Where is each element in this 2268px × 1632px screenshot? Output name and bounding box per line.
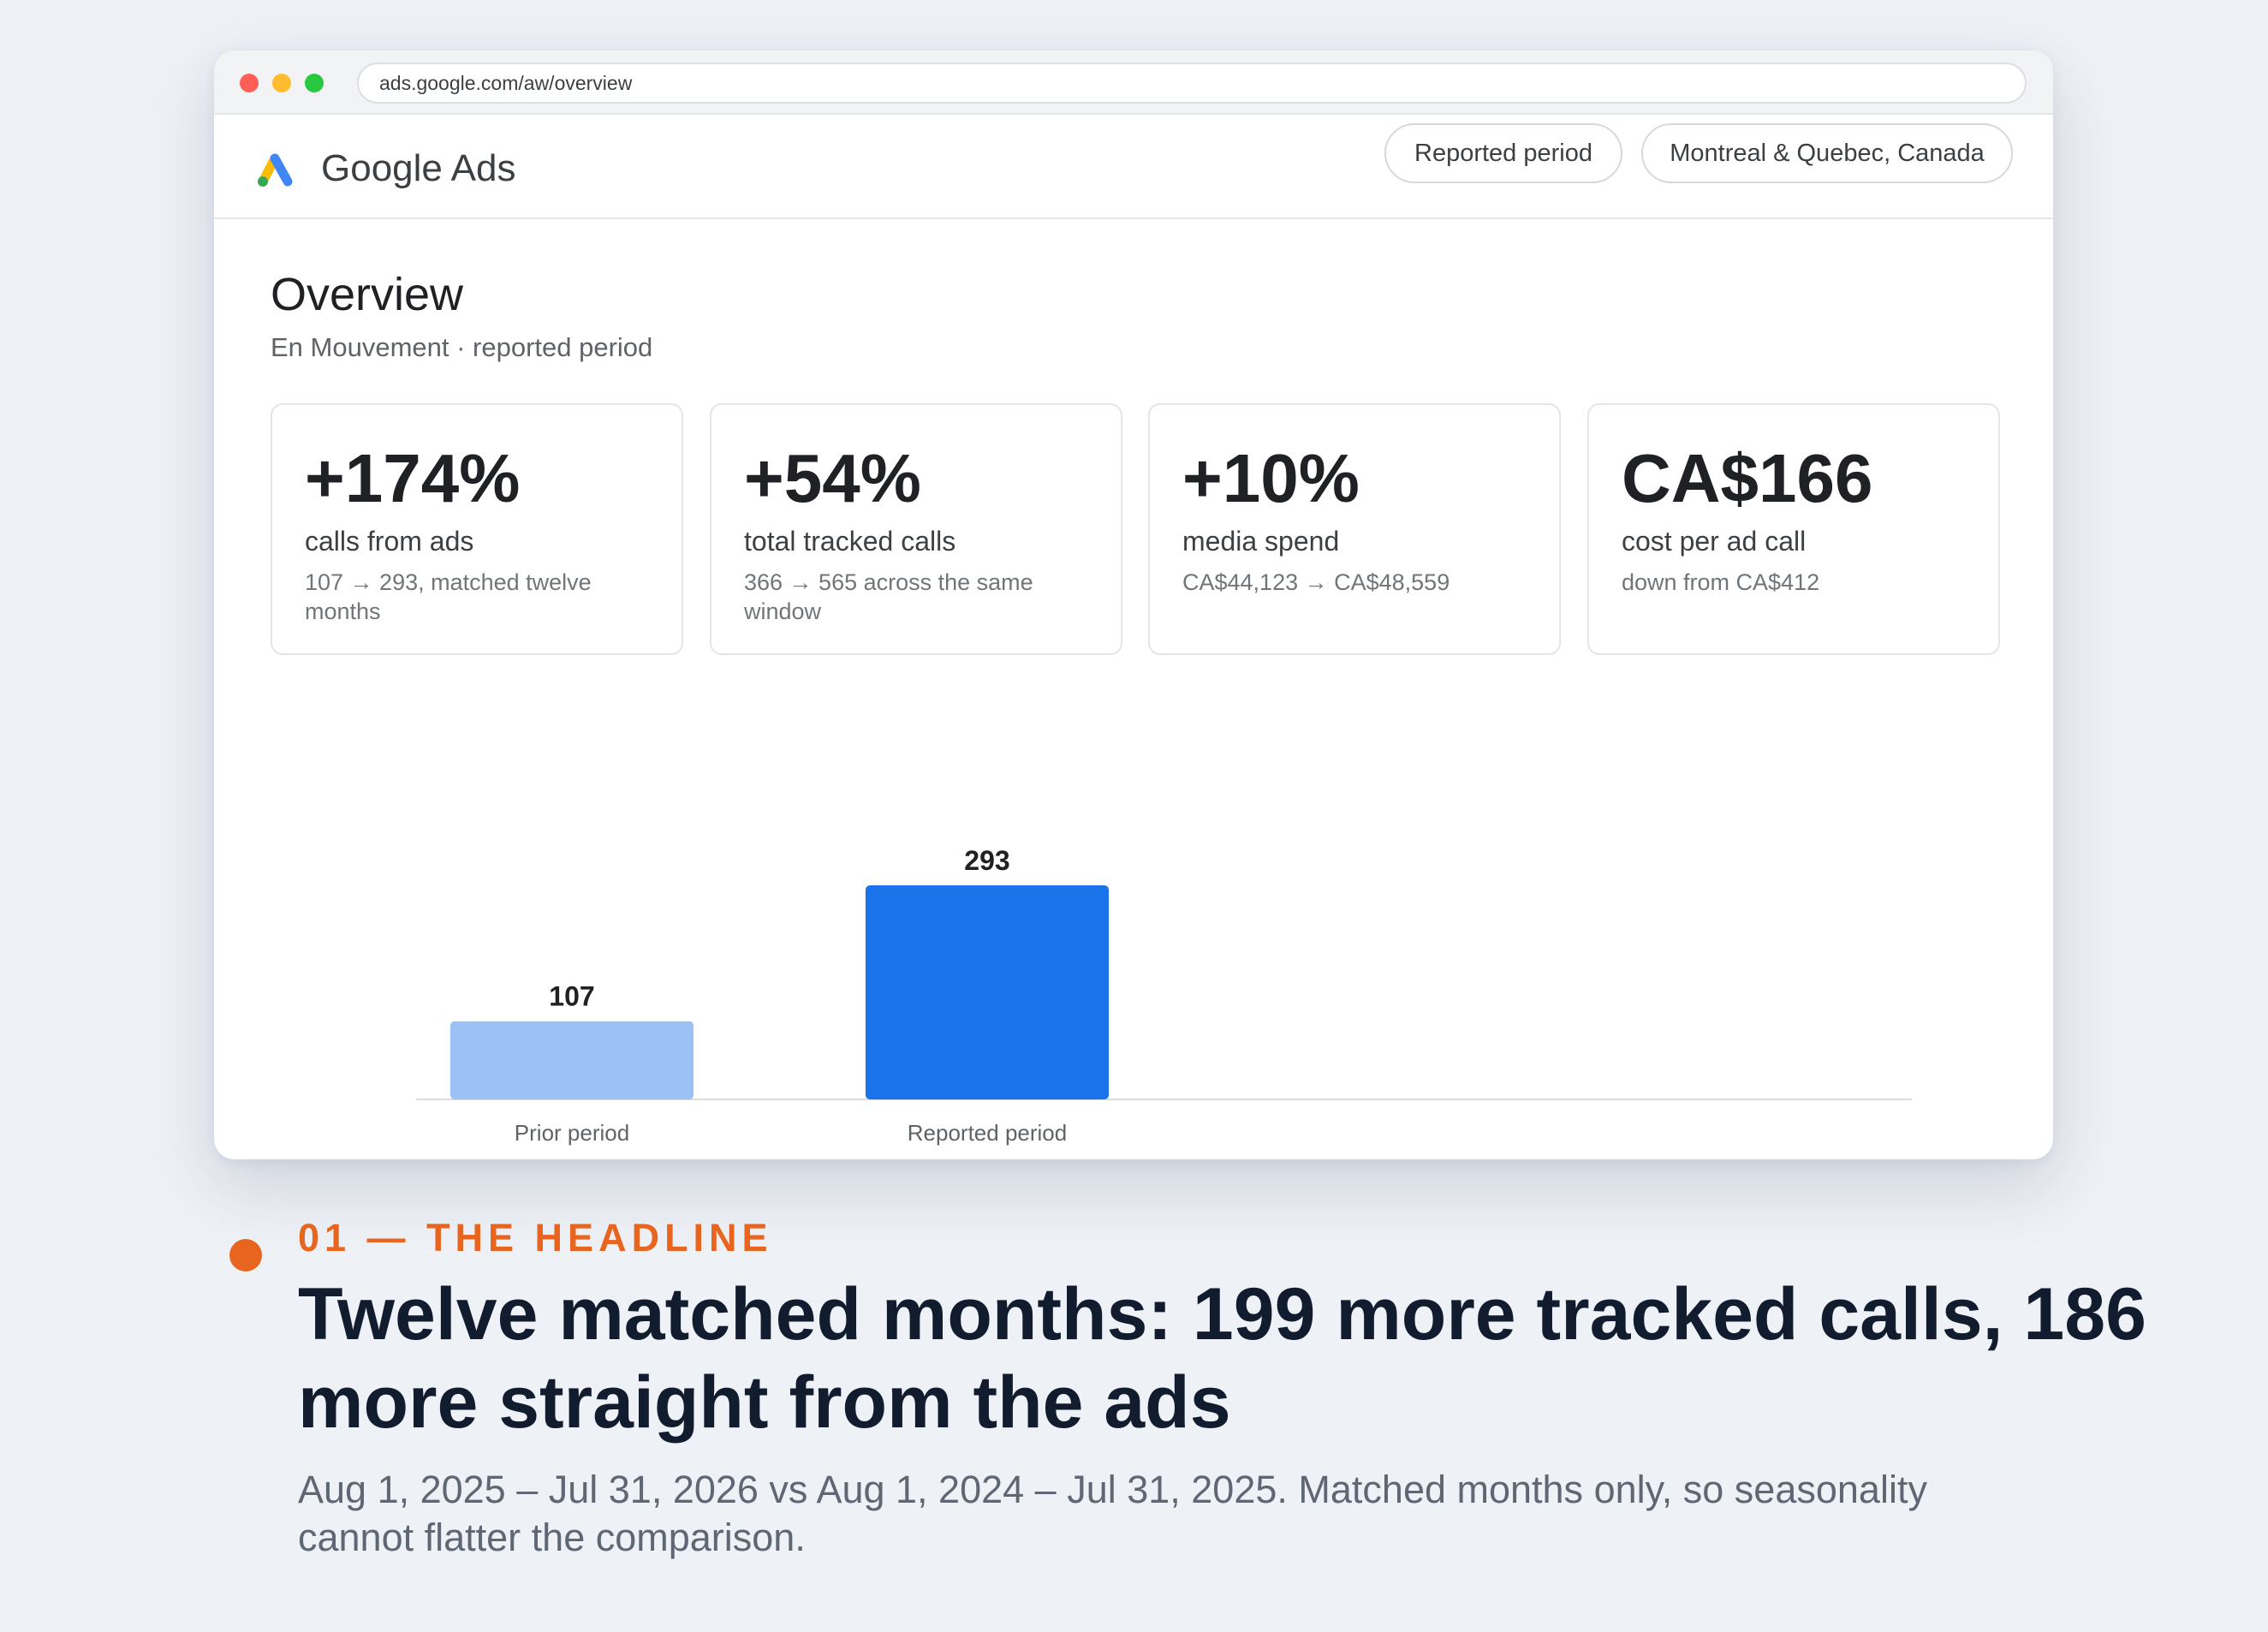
page-subtitle: En Mouvement · reported period	[271, 332, 653, 362]
bar-value-label: 107	[549, 981, 594, 1012]
metric-value: +10%	[1182, 440, 1360, 516]
metric-value: +174%	[305, 440, 521, 516]
metric-value: CA$166	[1622, 440, 1873, 516]
metric-detail: CA$44,123 → CA$48,559	[1182, 569, 1450, 595]
metric-label: media spend	[1182, 526, 1340, 557]
browser-chrome: ads.google.com/aw/overview	[214, 51, 2053, 115]
metric-label: calls from ads	[305, 526, 474, 557]
app-title: Google Ads	[321, 147, 516, 189]
metric-card-cost-per-ad-call: CA$166 cost per ad call down from CA$412	[1587, 403, 2000, 655]
maximize-window-icon[interactable]	[305, 74, 324, 92]
metric-detail: down from CA$412	[1622, 569, 1820, 595]
page-title: Overview	[271, 269, 464, 320]
category-label: Prior period	[515, 1120, 629, 1146]
metric-detail: 107 → 293, matched twelve months	[305, 569, 592, 624]
section-bullet-icon	[229, 1239, 262, 1272]
google-ads-logo-icon	[258, 153, 293, 187]
browser-window: ads.google.com/aw/overview Google Ads Re…	[214, 51, 2053, 1159]
calls-bar-chart: 107 Prior period 293 Reported period	[416, 845, 1912, 1146]
metric-value: +54%	[744, 440, 921, 516]
bar-prior-period[interactable]	[450, 1021, 693, 1099]
metric-card-media-spend: +10% media spend CA$44,123 → CA$48,559	[1148, 403, 1561, 655]
metric-label: cost per ad call	[1622, 526, 1807, 557]
metric-label: total tracked calls	[744, 526, 956, 557]
section-subtext: Aug 1, 2025 – Jul 31, 2026 vs Aug 1, 202…	[298, 1468, 1927, 1559]
category-label: Reported period	[908, 1120, 1067, 1146]
bar-value-label: 293	[964, 845, 1009, 876]
minimize-window-icon[interactable]	[272, 74, 291, 92]
metric-detail: 366 → 565 across the same window	[744, 569, 1033, 624]
bar-reported-period[interactable]	[866, 885, 1109, 1099]
metric-card-calls-from-ads: +174% calls from ads 107 → 293, matched …	[271, 403, 683, 655]
period-filter-button[interactable]: Reported period	[1384, 123, 1622, 183]
address-bar[interactable]: ads.google.com/aw/overview	[357, 63, 2027, 104]
section-eyebrow: 01 — THE HEADLINE	[298, 1216, 773, 1260]
close-window-icon[interactable]	[240, 74, 259, 92]
region-filter-button[interactable]: Montreal & Quebec, Canada	[1641, 123, 2013, 183]
section-headline: Twelve matched months: 199 more tracked …	[298, 1273, 2146, 1444]
metric-card-total-tracked-calls: +54% total tracked calls 366 → 565 acros…	[710, 403, 1122, 655]
